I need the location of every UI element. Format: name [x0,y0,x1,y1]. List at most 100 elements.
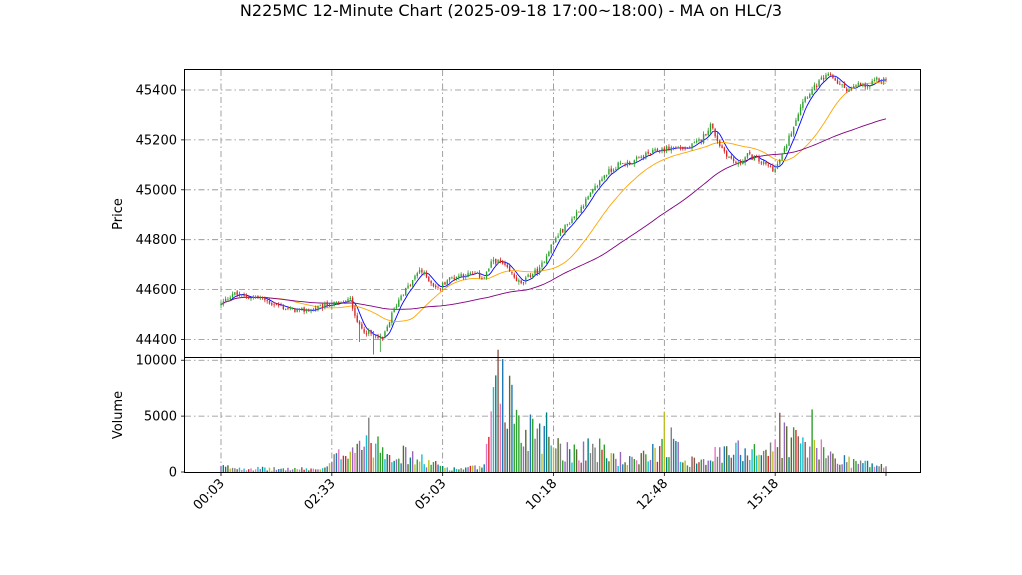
candle-body [227,299,229,301]
candle [474,271,476,275]
candle-body [407,285,409,289]
candle [587,195,589,200]
volume-bar [732,454,735,472]
candle-body [280,304,282,306]
candle [303,306,305,315]
volume-bar [308,470,310,472]
candle-body [391,312,393,323]
volume-bar [596,462,599,472]
candle [481,276,483,280]
candle [368,328,370,337]
volume-bar [409,457,412,472]
volume-bar [848,456,850,472]
candle [538,264,541,276]
volume-bar [707,460,709,472]
volume-bar [287,467,289,472]
candle [663,146,666,153]
volume-bar [259,469,261,472]
volume-bar [615,458,617,472]
candle [848,87,850,93]
candle [809,92,811,99]
volume-bar [633,459,636,472]
candle [428,276,430,282]
volume-bar [760,455,763,472]
candle [245,293,248,299]
candle-body [626,161,629,166]
volume-bar [324,467,326,472]
candle-body [571,218,573,224]
candle [462,273,465,280]
candle [816,83,818,90]
volume-bar [405,447,407,472]
candle-body [275,304,278,306]
volume-bar [859,460,862,472]
candle [423,270,425,276]
candle-body [825,74,827,79]
candle-body [714,128,716,137]
candle [488,268,490,273]
volume-bar [370,443,372,472]
volume-bar [545,412,548,472]
x-tick-label-2: 05:03 [412,476,449,513]
candle-body [483,277,485,279]
candle-body [668,146,670,150]
volume-bar [439,465,442,472]
candle-body [846,88,848,92]
candle [638,156,640,159]
volume-bar [502,359,504,472]
volume-bar [541,453,543,472]
volume-bar [314,469,317,472]
volume-bar [709,460,712,472]
candle-body [781,153,783,160]
volume-bar [612,453,615,472]
candle-body [744,157,746,163]
candle [679,145,682,151]
volume-bar [786,426,788,472]
candle-body [335,302,338,303]
volume-bar [695,463,698,472]
volume-bar [799,443,802,472]
candle-body [672,147,675,149]
volume-bar [525,429,527,472]
volume-bar [825,458,827,472]
volume-bar [236,469,238,472]
candle [629,160,631,166]
candle [746,153,749,160]
candle-body [361,324,363,329]
candle [425,270,428,279]
candle [548,250,550,257]
candle-body [809,94,811,98]
candle-body [882,78,885,83]
candle-body [751,154,753,160]
volume-bar [550,445,552,472]
ma-line-25 [220,82,887,322]
volume-bar [857,463,859,472]
candle [689,145,691,149]
candle-body [439,288,442,290]
volume-bar [273,467,275,472]
volume-bar [518,415,520,472]
candle [846,86,848,94]
candle [460,272,462,278]
volume-bar [792,427,795,472]
volume-bar [340,459,342,472]
candle-body [301,307,303,310]
candle [873,77,876,82]
candle-body [264,298,266,301]
volume-bar [312,468,315,472]
candle [407,282,409,290]
candle-body [252,296,255,298]
candle [314,305,317,312]
candle-body [416,273,418,277]
volume-bar [670,427,672,472]
volume-bar [562,460,564,472]
candle [220,301,222,308]
candle [698,137,700,143]
candle [527,273,529,278]
candle [335,301,338,305]
candle [568,222,571,225]
candle [617,161,619,171]
candle [859,82,862,87]
candle-body [619,162,622,164]
candle [769,164,772,168]
